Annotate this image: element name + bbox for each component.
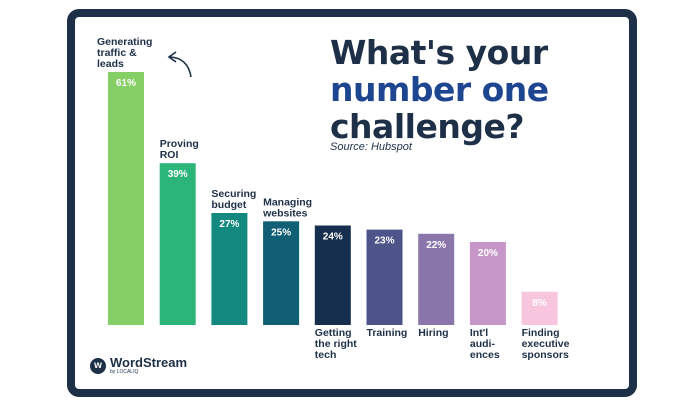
headline: What's your number one challenge? bbox=[330, 34, 549, 145]
bar-value-label-7: 22% bbox=[426, 240, 446, 251]
bar-value-label-8: 20% bbox=[478, 248, 498, 259]
bar-8 bbox=[469, 242, 506, 325]
brand-logo: w WordStream by LOCALIQ bbox=[90, 356, 187, 375]
bar-3 bbox=[211, 213, 248, 325]
category-label-4: Managing websites bbox=[262, 196, 312, 219]
brand-name: WordStream bbox=[110, 355, 188, 370]
bar-5 bbox=[314, 225, 351, 325]
headline-line-1: What's your bbox=[330, 33, 548, 72]
category-label-8: Int'l audi-ences bbox=[470, 327, 500, 361]
bar-value-label-3: 27% bbox=[219, 219, 239, 230]
category-label-2: Proving ROI bbox=[160, 138, 199, 161]
bar-value-label-9: 8% bbox=[532, 298, 547, 309]
category-label-1: Generating traffic & leads bbox=[97, 36, 152, 70]
bar-value-label-5: 24% bbox=[323, 232, 343, 243]
annotation-arrow-icon bbox=[169, 56, 192, 78]
category-label-9: Finding executive sponsors bbox=[522, 327, 570, 361]
bar-1 bbox=[108, 72, 144, 325]
bar-value-label-6: 23% bbox=[374, 236, 394, 247]
category-label-6: Training bbox=[367, 327, 408, 339]
bar-7 bbox=[418, 233, 455, 325]
category-label-3: Securing budget bbox=[211, 188, 256, 211]
headline-line-2: number one bbox=[330, 70, 549, 109]
bar-9 bbox=[521, 291, 558, 325]
wordstream-logo-icon: w bbox=[90, 357, 106, 374]
source-label: Source: Hubspot bbox=[330, 141, 412, 153]
brand-subtitle: by LOCALIQ bbox=[110, 369, 139, 375]
bar-2 bbox=[159, 163, 196, 325]
headline-line-3: challenge? bbox=[330, 107, 524, 146]
bar-value-label-4: 25% bbox=[271, 227, 291, 238]
bar-4 bbox=[263, 221, 300, 325]
category-label-7: Hiring bbox=[418, 327, 448, 339]
bar-6 bbox=[366, 229, 403, 325]
bar-value-label-2: 39% bbox=[168, 169, 188, 180]
category-label-5: Getting the right tech bbox=[315, 327, 357, 361]
bar-value-label-1: 61% bbox=[116, 78, 136, 89]
annotation-arrowhead-icon bbox=[167, 51, 177, 63]
